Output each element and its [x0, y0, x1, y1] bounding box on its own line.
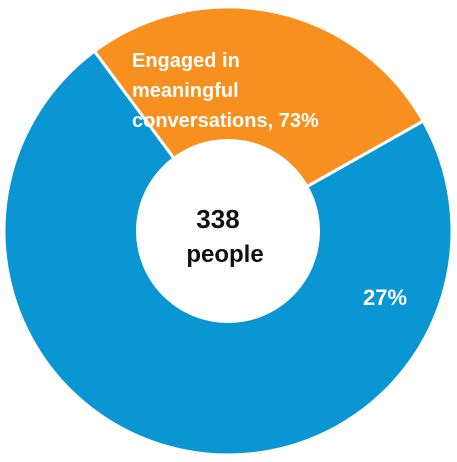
- slice-label-engaged: Engaged in meaningful conversations, 73%: [132, 50, 319, 132]
- slice-label-other: 27%: [363, 285, 407, 310]
- slice-label-engaged-line-1: Engaged in: [132, 50, 240, 72]
- slice-label-engaged-line-3: conversations, 73%: [132, 110, 319, 132]
- center-unit: people: [186, 241, 263, 268]
- slice-other: [92, 5, 426, 233]
- center-count: 338: [196, 204, 239, 234]
- center-hole: [136, 139, 320, 323]
- slice-label-engaged-line-2: meaningful: [132, 80, 239, 102]
